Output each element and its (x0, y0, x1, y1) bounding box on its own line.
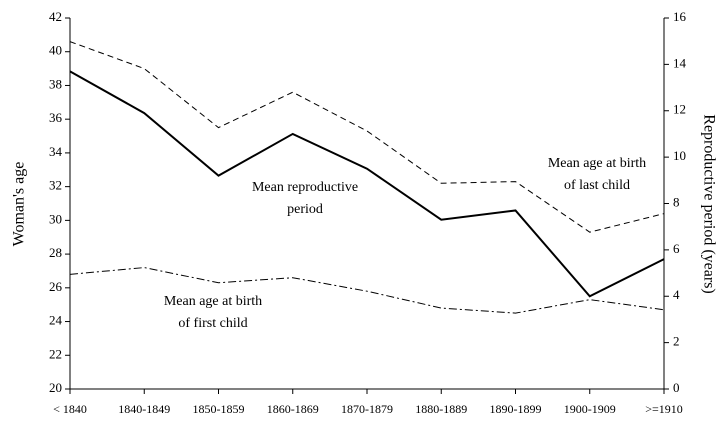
y-axis-title: Woman's age (11, 162, 28, 247)
y-tick-label: 30 (49, 211, 62, 226)
y2-tick-label: 16 (673, 9, 687, 24)
y2-tick-label: 14 (673, 55, 687, 70)
series-annotation: period (287, 202, 323, 217)
series-line (69, 41, 665, 233)
x-tick-label: 1870-1879 (341, 402, 393, 416)
series-annotation: of first child (178, 316, 247, 331)
x-tick-label: >=1910 (645, 402, 683, 416)
series-annotation: of last child (564, 178, 630, 193)
y-tick-label: 38 (49, 76, 62, 91)
series-annotation: Mean age at birth (164, 294, 262, 309)
series-annotation: Mean age at birth (548, 156, 646, 171)
y-tick-label: 26 (49, 279, 63, 294)
x-tick-label: 1850-1859 (193, 402, 245, 416)
x-tick-label: 1900-1909 (564, 402, 616, 416)
x-tick-label: 1890-1899 (490, 402, 542, 416)
y2-tick-label: 2 (673, 334, 680, 349)
x-tick-label: 1880-1889 (415, 402, 467, 416)
y-tick-label: 28 (49, 245, 62, 260)
series-annotation: Mean reproductive (252, 180, 358, 195)
y2-tick-label: 10 (673, 148, 686, 163)
y2-tick-label: 8 (673, 194, 680, 209)
x-tick-label: 1840-1849 (118, 402, 170, 416)
x-tick-label: 1860-1869 (267, 402, 319, 416)
y-tick-label: 42 (49, 9, 62, 24)
series-line (69, 267, 665, 314)
y2-tick-label: 12 (673, 102, 686, 117)
y-tick-label: 34 (49, 144, 63, 159)
y2-tick-label: 6 (673, 241, 680, 256)
y-tick-label: 20 (49, 380, 62, 395)
y-tick-label: 36 (49, 110, 63, 125)
y-tick-label: 40 (49, 43, 62, 58)
series-line (69, 70, 665, 298)
y2-axis-title: Reproductive period (years) (700, 114, 717, 293)
y2-tick-label: 4 (673, 287, 680, 302)
y2-tick-label: 0 (673, 380, 680, 395)
x-tick-label: < 1840 (53, 402, 87, 416)
y-tick-label: 24 (49, 313, 63, 328)
y-tick-label: 32 (49, 178, 62, 193)
y-tick-label: 22 (49, 346, 62, 361)
